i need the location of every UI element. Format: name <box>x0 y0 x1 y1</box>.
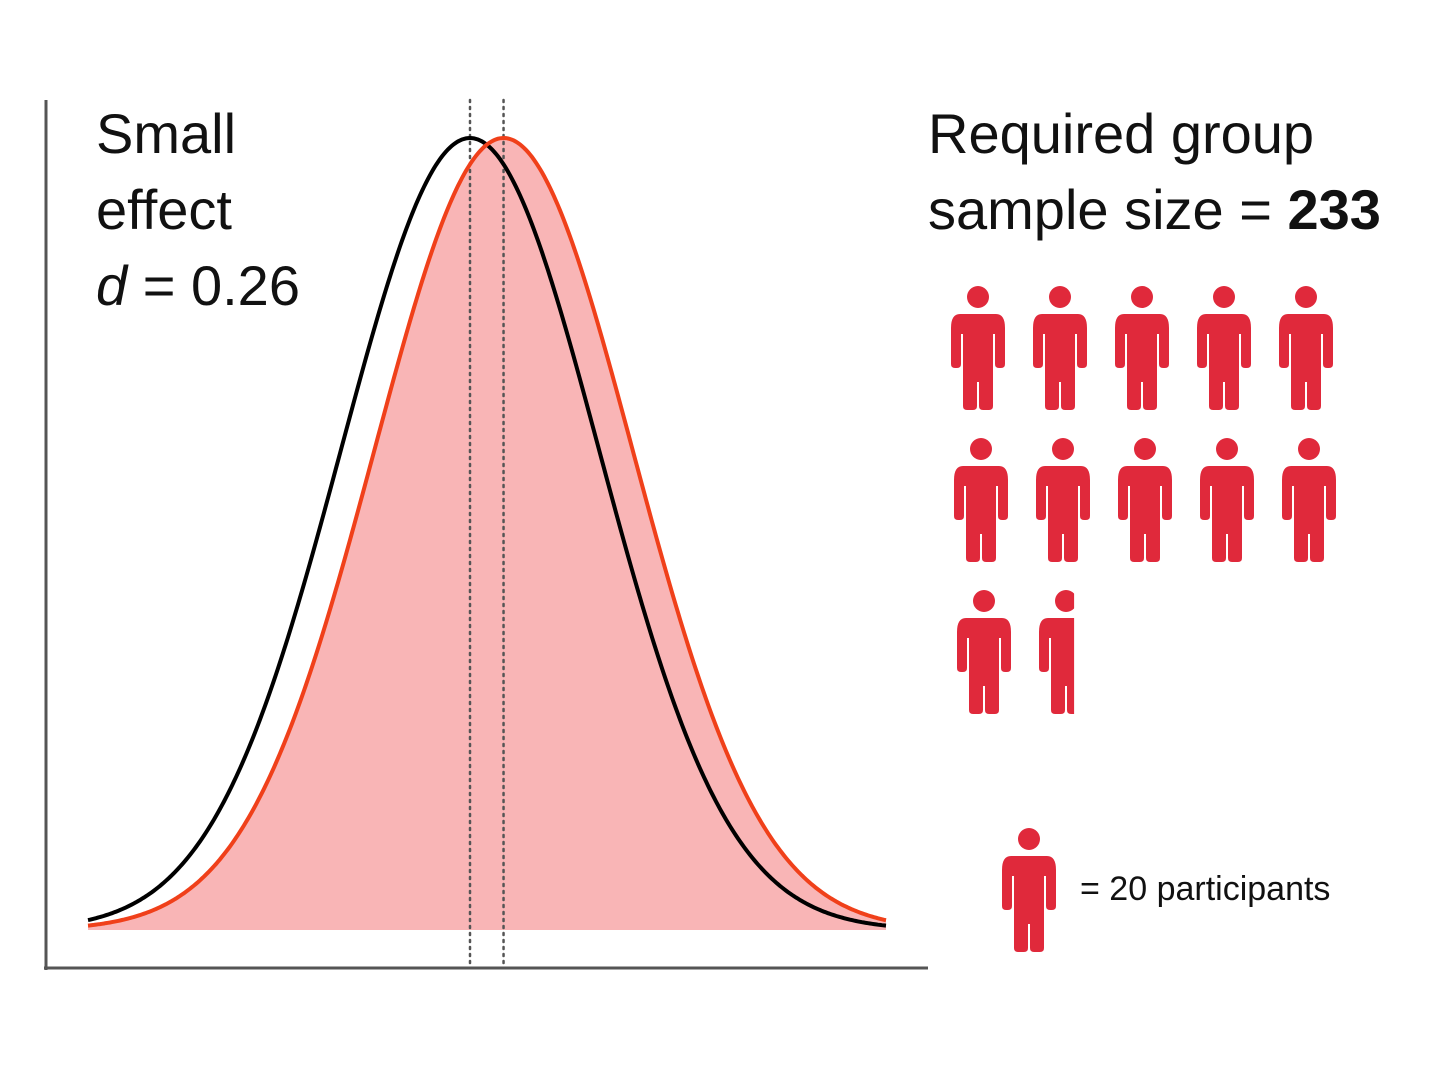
person-icon <box>1282 438 1336 562</box>
treatment-curve <box>87 135 887 928</box>
effect-line-2: effect <box>96 178 232 241</box>
partial-person-icon <box>1039 590 1075 714</box>
person-icon <box>951 286 1005 410</box>
person-icon <box>1200 438 1254 562</box>
required-line-2-prefix: sample size = <box>928 178 1288 241</box>
effect-size-value: d = 0.26 <box>96 248 300 324</box>
person-icon <box>1279 286 1333 410</box>
legend-text: = 20 participants <box>1080 870 1331 908</box>
required-sample-label: Required group sample size = 233 <box>928 96 1381 248</box>
required-line-2: sample size = 233 <box>928 172 1381 248</box>
effect-line-1: Small <box>96 102 237 165</box>
person-icon <box>957 590 1011 714</box>
distribution-plot <box>44 98 928 970</box>
sample-size-value: 233 <box>1287 178 1381 241</box>
d-value: = 0.26 <box>127 254 300 317</box>
person-icon <box>1115 286 1169 410</box>
person-icon <box>954 438 1008 562</box>
legend-person-icon <box>1002 828 1056 952</box>
person-icon <box>1118 438 1172 562</box>
required-line-1: Required group <box>928 102 1315 165</box>
d-symbol: d <box>96 254 128 317</box>
person-icon <box>1033 286 1087 410</box>
effect-label: Small effect d = 0.26 <box>96 96 300 324</box>
person-icon <box>1036 438 1090 562</box>
person-icon <box>1197 286 1251 410</box>
participant-icons <box>951 286 1336 952</box>
